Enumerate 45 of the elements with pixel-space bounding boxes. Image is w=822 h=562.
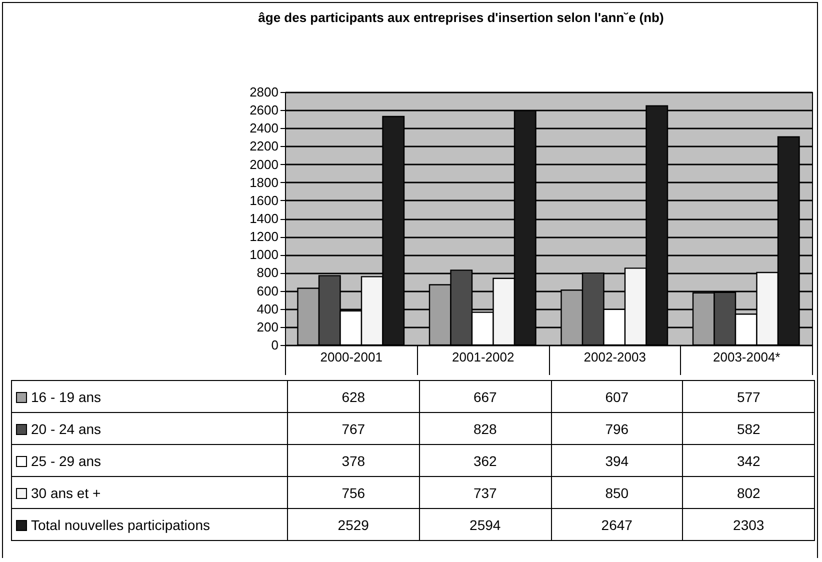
data-label: 756 — [288, 476, 420, 508]
data-label: 577 — [682, 380, 814, 412]
y-tick-label: 1600 — [250, 192, 278, 208]
legend-label: 30 ans et + — [12, 476, 288, 508]
y-tick-label: 2200 — [250, 138, 278, 154]
y-tick-label: 600 — [256, 283, 278, 298]
legend-label: 16 - 19 ans — [12, 380, 288, 412]
legend-label: Total nouvelles participations — [12, 508, 288, 540]
data-label: 767 — [288, 412, 420, 444]
legend-label: 20 - 24 ans — [12, 412, 288, 444]
data-label: 828 — [419, 412, 551, 444]
y-tick-label: 1800 — [250, 174, 278, 190]
y-tick-label: 1000 — [250, 247, 278, 262]
data-label: 342 — [682, 444, 814, 476]
y-tick-label: 0 — [271, 338, 278, 352]
data-label: 362 — [419, 444, 551, 476]
chart-title: âge des participants aux entreprises d'insertion selon l'ann˘e (nb) — [257, 10, 665, 25]
y-tick-label: 1200 — [250, 229, 278, 244]
legend-label: 25 - 29 ans — [12, 444, 288, 476]
data-label: 628 — [288, 380, 420, 412]
data-label: 796 — [551, 412, 683, 444]
data-label: 2647 — [551, 508, 683, 540]
data-label: 378 — [288, 444, 420, 476]
data-label: 667 — [419, 380, 551, 412]
data-label: 737 — [419, 476, 551, 508]
x-tick-label: 2000-2001 — [320, 350, 382, 364]
data-label: 2529 — [288, 508, 420, 540]
x-tick-label: 2001-2002 — [452, 350, 514, 364]
y-tick-label: 800 — [256, 265, 278, 280]
data-label: 2594 — [419, 508, 551, 540]
y-tick-label: 200 — [256, 319, 278, 334]
y-tick-label: 2000 — [250, 156, 278, 172]
data-label: 394 — [551, 444, 683, 476]
y-tick-label: 2800 — [250, 84, 278, 100]
data-label: 802 — [682, 476, 814, 508]
y-tick-label: 400 — [256, 301, 278, 316]
y-tick-label: 2400 — [250, 120, 278, 136]
data-label: 607 — [551, 380, 683, 412]
y-tick-label: 2600 — [250, 102, 278, 118]
x-tick-label: 2003-2004* — [713, 350, 780, 364]
data-label: 582 — [682, 412, 814, 444]
y-tick-label: 1400 — [250, 211, 278, 226]
data-label: 2303 — [682, 508, 814, 540]
x-tick-label: 2002-2003 — [584, 350, 646, 364]
data-label: 850 — [551, 476, 683, 508]
